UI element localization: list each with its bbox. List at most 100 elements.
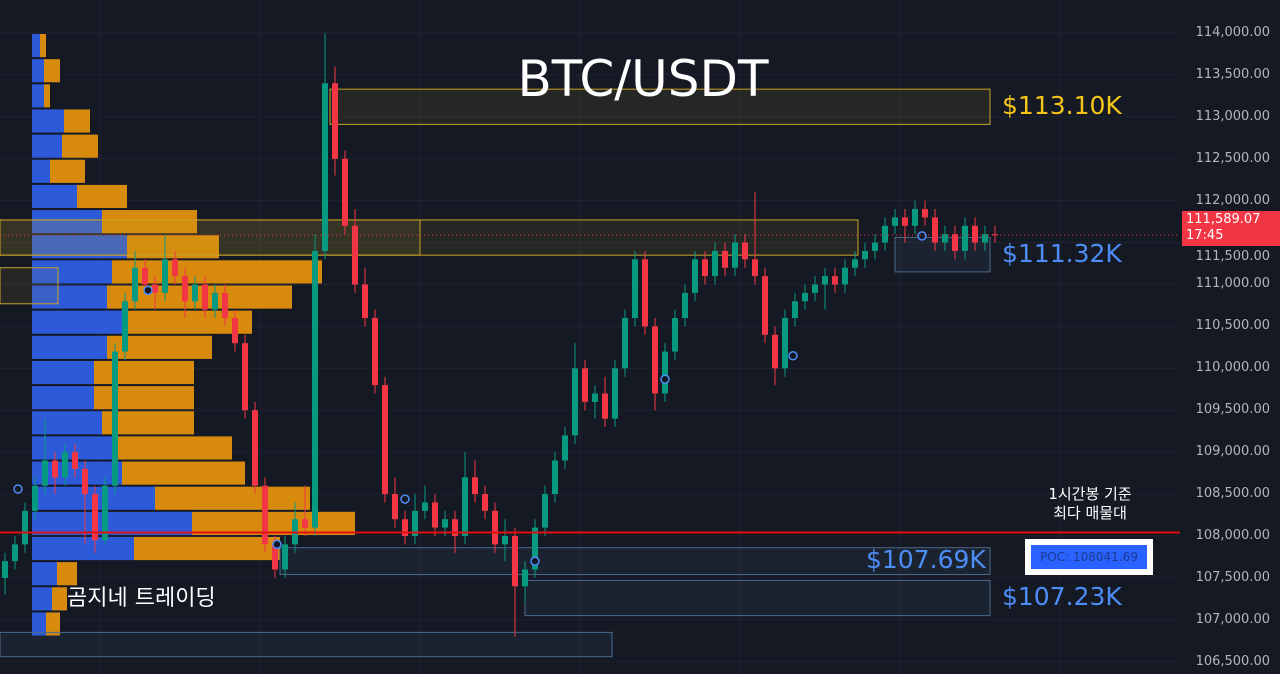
profile-bar-down [64,109,90,133]
price-zone [894,237,991,273]
y-tick-label: 106,500.00 [1195,653,1270,669]
poc-note-line2: 최다 매물대 [1053,504,1127,522]
profile-bar-down [46,612,60,636]
y-tick-label: 108,500.00 [1195,486,1270,502]
candle-body [702,259,708,277]
candle-body [852,259,858,268]
candle-body [312,250,318,528]
candle-body [672,318,678,352]
profile-bar-down [127,310,252,334]
candle-body [322,83,328,251]
candle-body [942,234,948,243]
candle-body [472,477,478,495]
candle-body [422,502,428,511]
candle-body [162,259,168,293]
candle-body [532,527,538,570]
candle-body [782,318,788,369]
price-zones [0,88,991,658]
profile-bar-up [32,536,134,561]
poc-label: POC: 108041.69 [1031,545,1147,569]
candle-body [572,368,578,436]
candle-body [62,452,68,478]
volume-profile [32,34,355,636]
poc-note: 1시간봉 기준 최다 매물대 [1010,485,1170,523]
candle-body [92,494,98,541]
candle-body [692,259,698,293]
profile-bar-up [32,386,94,410]
candle-body [792,301,798,319]
signal-marker [530,556,540,566]
price-zone [279,547,991,576]
candle-body [82,468,88,495]
candle-body [872,242,878,251]
profile-bar-up [32,109,64,133]
candle-body [752,259,758,277]
candle-body [402,519,408,536]
candle-body [332,83,338,159]
candle-body [72,452,78,469]
candle-body [912,209,918,226]
y-tick-label: 111,500.00 [1195,249,1270,264]
profile-bar-up [32,335,107,359]
profile-bar-up [32,411,102,435]
profile-bar-down [102,411,194,435]
profile-bar-up [32,34,40,58]
price-zone [329,88,991,125]
profile-bar-up [32,260,112,284]
candle-body [232,318,238,344]
profile-bar-up [32,159,50,183]
profile-bar-down [94,386,194,410]
candle-body [722,250,728,268]
profile-bar-up [32,235,127,259]
candle-body [652,326,658,394]
candle-body [832,276,838,285]
y-tick-label: 110,500.00 [1195,318,1270,334]
candle-body [462,477,468,536]
candle-body [992,234,998,236]
profile-bar-down [50,159,85,183]
candle-body [182,276,188,302]
candle-body [592,393,598,402]
signal-marker [660,374,670,384]
signal-marker [917,231,927,241]
profile-bar-up [32,360,94,385]
candle-body [392,494,398,520]
y-tick-label: 113,500.00 [1195,66,1270,82]
price-zone [0,267,59,305]
candle-body [662,351,668,394]
profile-bar-up [32,134,62,158]
candle-body [482,494,488,511]
candle-body [742,242,748,260]
profile-bar-down [117,436,232,460]
profile-bar-up [32,210,102,234]
profile-bar-down [122,461,245,485]
candle-body [642,259,648,327]
candle-body [102,485,108,541]
zone-price-label: $107.69K [866,545,986,575]
candle-body [952,234,958,251]
profile-bar-down [44,59,60,83]
zone-price-label: $113.10K [1002,90,1122,120]
candle-body [882,225,888,243]
candle-body [812,284,818,293]
candle-body [522,569,528,587]
y-tick-label: 111,000.00 [1195,276,1270,292]
candle-body [372,318,378,386]
candle-body [302,519,308,528]
candle-body [862,250,868,260]
candle-body [172,259,178,277]
candle-body [352,225,358,285]
price-zone [524,579,991,617]
profile-bar-down [77,184,127,209]
candle-body [802,292,808,302]
candle-body [892,217,898,226]
profile-bar-down [127,235,219,259]
candle-body [52,460,58,478]
y-tick-label: 113,000.00 [1195,108,1270,124]
profile-bar-down [102,210,197,234]
candle-body [262,485,268,545]
candle-body [682,292,688,319]
signal-marker [13,484,23,494]
profile-bar-up [32,59,44,83]
candles [2,33,998,637]
